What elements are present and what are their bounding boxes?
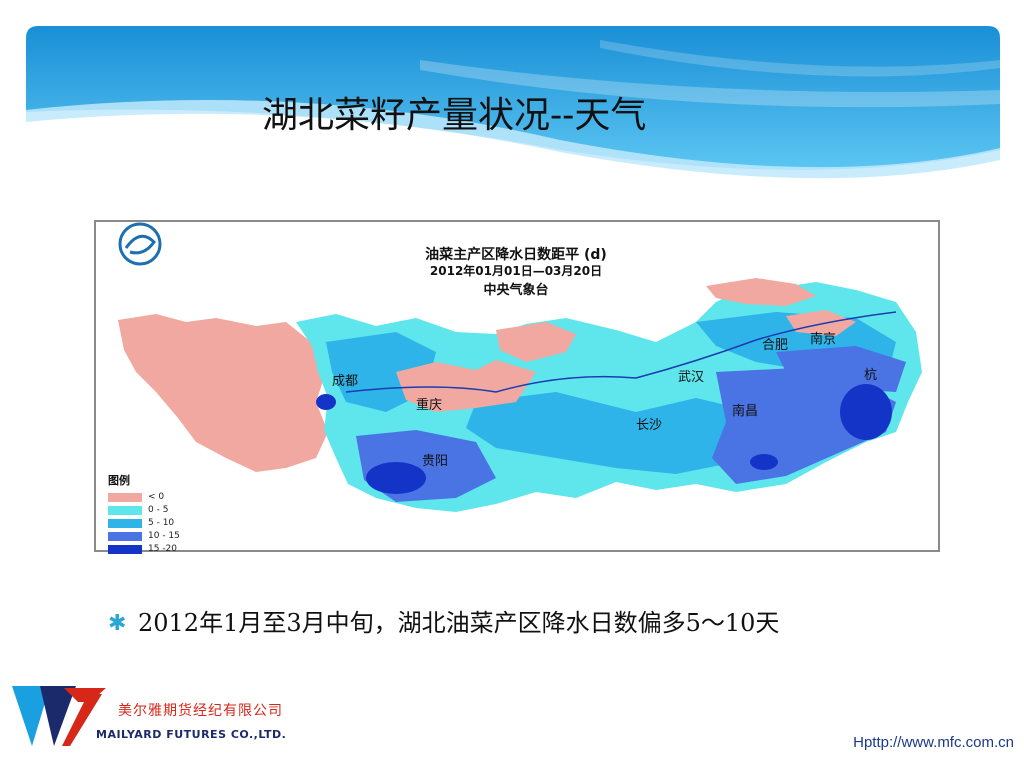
legend-label: 10 - 15 bbox=[148, 531, 180, 541]
bullet-asterisk-icon: ✱ bbox=[108, 611, 127, 636]
legend-label: 15 -20 bbox=[148, 544, 178, 554]
legend-item: 0 - 5 bbox=[108, 504, 218, 516]
legend-title: 图例 bbox=[108, 474, 130, 487]
map-graphic bbox=[118, 222, 922, 512]
map-source: 中央气象台 bbox=[483, 283, 549, 298]
legend-label: 5 - 10 bbox=[148, 518, 175, 528]
map-date-range: 2012年01月01日—03月20日 bbox=[429, 264, 603, 278]
city-label-guiyang: 贵阳 bbox=[422, 454, 449, 469]
company-name-en: MAILYARD FUTURES CO.,LTD. bbox=[96, 728, 287, 741]
legend-swatch bbox=[108, 505, 142, 515]
footer-url-link[interactable]: Hpttp://www.mfc.com.cn bbox=[853, 734, 1014, 751]
legend-label: 0 - 5 bbox=[148, 505, 169, 515]
map-title: 油菜主产区降水日数距平 (d) bbox=[425, 247, 607, 263]
city-label-nanjing: 南京 bbox=[810, 332, 837, 347]
slide-title: 湖北菜籽产量状况--天气 bbox=[262, 95, 647, 136]
header-wave-banner bbox=[26, 26, 1000, 179]
company-logo-icon bbox=[12, 686, 106, 746]
city-label-hangzhou: 杭 bbox=[864, 368, 878, 383]
city-label-wuhan: 武汉 bbox=[678, 370, 705, 385]
precipitation-map: 油菜主产区降水日数距平 (d) 2012年01月01日—03月20日 中央气象台… bbox=[94, 220, 940, 554]
legend-swatch bbox=[108, 531, 142, 541]
legend-swatch bbox=[108, 544, 142, 554]
legend-item: 10 - 15 bbox=[108, 530, 218, 542]
city-label-chongqing: 重庆 bbox=[416, 398, 443, 413]
legend-item: 15 -20 bbox=[108, 543, 218, 555]
legend-swatch bbox=[108, 492, 142, 502]
city-label-nanchang: 南昌 bbox=[732, 404, 759, 419]
map-legend: 图例 < 0 0 - 5 5 - 10 10 - 15 15 -20 bbox=[108, 472, 218, 556]
legend-swatch bbox=[108, 518, 142, 528]
legend-label: < 0 bbox=[148, 492, 165, 502]
city-label-chengdu: 成都 bbox=[332, 374, 359, 389]
legend-item: 5 - 10 bbox=[108, 517, 218, 529]
city-label-hefei: 合肥 bbox=[762, 338, 789, 353]
company-name-cn: 美尔雅期货经纪有限公司 bbox=[118, 703, 283, 719]
legend-item: < 0 bbox=[108, 491, 218, 503]
city-label-changsha: 长沙 bbox=[636, 418, 663, 433]
bullet-text: 2012年1月至3月中旬，湖北油菜产区降水日数偏多5～10天 bbox=[138, 609, 780, 637]
